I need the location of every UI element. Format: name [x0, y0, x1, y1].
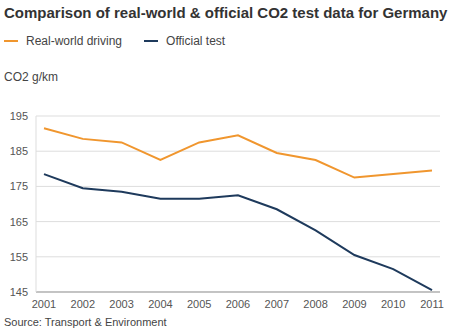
svg-text:2001: 2001	[32, 298, 56, 310]
svg-text:2008: 2008	[303, 298, 327, 310]
svg-text:2009: 2009	[342, 298, 366, 310]
svg-text:2003: 2003	[109, 298, 133, 310]
svg-text:185: 185	[10, 145, 28, 157]
svg-text:145: 145	[10, 286, 28, 298]
html-text:Source: Transport & Environmen: Source: Transport & Environment	[4, 316, 167, 328]
svg-text:2002: 2002	[71, 298, 95, 310]
svg-text:2004: 2004	[148, 298, 172, 310]
svg-text:2010: 2010	[381, 298, 405, 310]
svg-text:2011: 2011	[420, 298, 444, 310]
html-text:Official test: Official test	[166, 34, 226, 48]
svg-text:175: 175	[10, 180, 28, 192]
html-text:Comparison of real-world & off: Comparison of real-world & official CO2 …	[4, 4, 448, 21]
svg-text:2005: 2005	[187, 298, 211, 310]
html-text:CO2 g/km: CO2 g/km	[4, 70, 58, 84]
svg-text:195: 195	[10, 110, 28, 122]
svg-text:165: 165	[10, 216, 28, 228]
svg-text:2007: 2007	[265, 298, 289, 310]
html-text:Real-world driving: Real-world driving	[26, 34, 122, 48]
svg-text:155: 155	[10, 251, 28, 263]
svg-text:2006: 2006	[226, 298, 250, 310]
